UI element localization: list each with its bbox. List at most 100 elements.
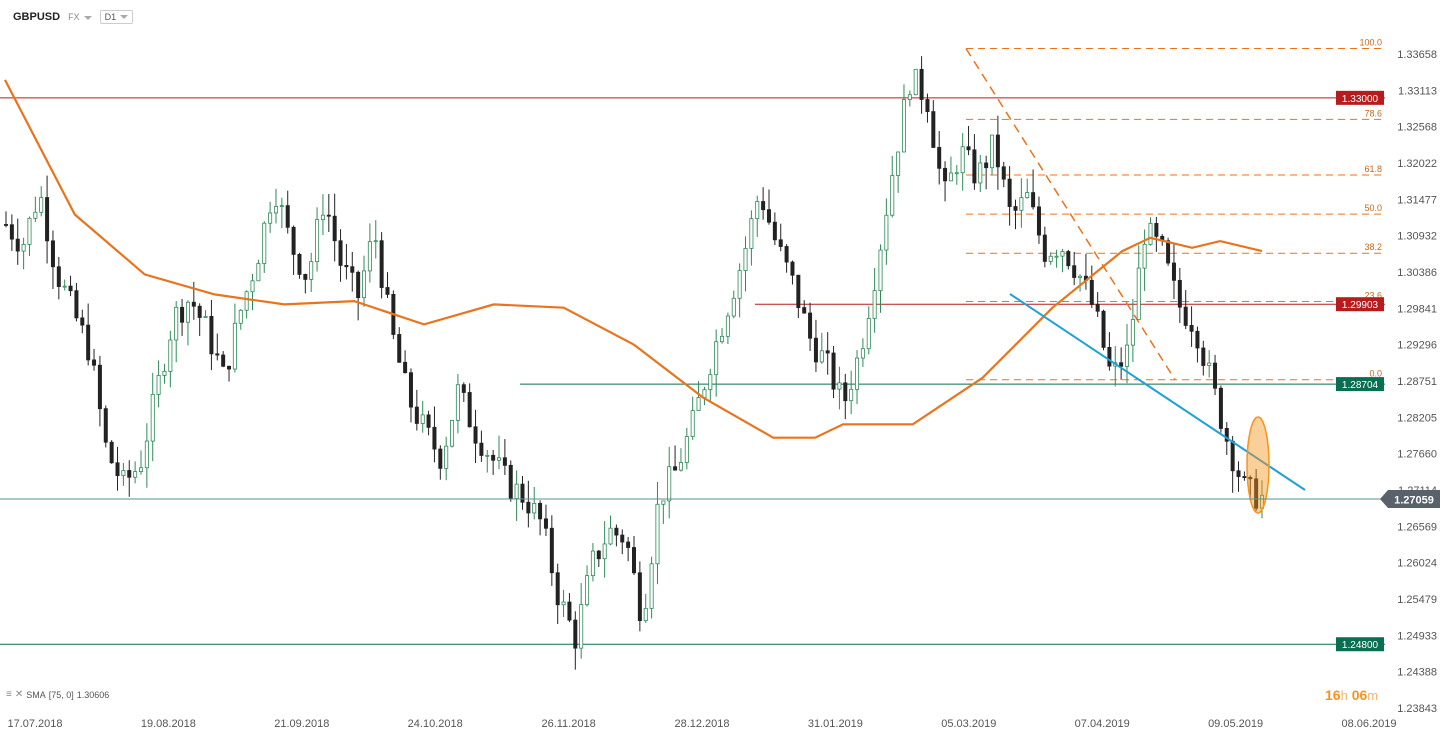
candle-body: [1248, 476, 1253, 480]
exchange-selector[interactable]: FX: [68, 12, 92, 22]
timeframe-selector[interactable]: D1: [99, 10, 134, 24]
candle-body: [708, 374, 713, 391]
candle-body: [1254, 478, 1259, 509]
candle-body: [209, 315, 214, 355]
candle-body: [1195, 330, 1200, 349]
current-price-value: 1.27059: [1394, 495, 1434, 507]
close-icon[interactable]: ✕: [14, 689, 24, 700]
highlight-ellipse[interactable]: [1246, 416, 1270, 514]
candle-body: [144, 440, 149, 469]
countdown-minutes: 06: [1351, 687, 1368, 703]
candle-body: [174, 306, 179, 341]
candle-body: [203, 315, 208, 318]
y-tick-label: 1.24933: [1397, 630, 1437, 642]
candle-body: [1260, 494, 1265, 509]
candlesticks: [4, 56, 1265, 670]
candle-body: [115, 462, 120, 476]
candle-body: [649, 563, 654, 609]
candle-body: [919, 68, 924, 100]
candle-body: [966, 146, 971, 151]
candle-body: [21, 243, 26, 252]
candle-body: [1189, 325, 1194, 332]
candle-body: [9, 224, 14, 240]
candle-body: [678, 462, 683, 471]
candle-body: [262, 222, 267, 264]
candle-body: [526, 501, 531, 514]
candle-body: [913, 68, 918, 96]
level-tag-bg: [1336, 377, 1384, 392]
candle-body: [561, 601, 566, 606]
fibonacci-retracement[interactable]: 100.0 78.6 61.8 50.0 38.2 23.6 0.0: [965, 38, 1385, 381]
y-tick-label: 1.31477: [1397, 194, 1437, 206]
candle-body: [743, 247, 748, 271]
candle-body: [491, 454, 496, 461]
y-tick-label: 1.29296: [1397, 340, 1437, 352]
candle-body: [1166, 240, 1171, 264]
chart-toolbar: GBPUSD FX D1: [13, 10, 134, 24]
level-tag-label: 1.28704: [1342, 380, 1379, 391]
level-tag-bg: [1336, 90, 1384, 105]
candle-body: [1142, 243, 1147, 269]
candle-body: [1125, 344, 1130, 367]
candle-body: [285, 205, 290, 228]
candle-body: [579, 604, 584, 649]
candle-body: [667, 466, 672, 502]
candle-body: [725, 315, 730, 337]
candle-body: [62, 285, 67, 288]
candle-body: [68, 285, 73, 292]
candle-body: [1048, 255, 1053, 262]
y-tick-label: 1.26024: [1397, 558, 1437, 570]
symbol-label[interactable]: GBPUSD: [13, 11, 61, 23]
candle-body: [279, 205, 284, 208]
level-tag-label: 1.29903: [1342, 300, 1379, 311]
y-tick-label: 1.32568: [1397, 122, 1437, 134]
candle-body: [39, 197, 44, 213]
candle-body: [4, 224, 9, 226]
menu-icon[interactable]: ≡: [6, 689, 12, 700]
y-tick-label: 1.33113: [1398, 85, 1437, 97]
candle-body: [56, 266, 61, 287]
candle-body: [1007, 178, 1012, 207]
candle-body: [1025, 192, 1030, 199]
fib-level-label: 23.6: [1364, 291, 1382, 301]
candle-body: [450, 419, 455, 447]
candle-body: [338, 240, 343, 266]
candle-body: [408, 372, 413, 408]
candle-body: [872, 290, 877, 319]
candle-body: [1095, 304, 1100, 312]
candle-body: [931, 111, 936, 148]
candle-body: [538, 502, 543, 520]
candle-body: [884, 214, 889, 251]
y-tick-label: 1.23843: [1397, 703, 1437, 715]
candle-body: [585, 575, 590, 606]
candle-body: [960, 146, 965, 174]
candle-body: [543, 518, 548, 529]
candle-body: [320, 214, 325, 221]
indicator-value: 1.30606: [76, 689, 110, 700]
candle-body: [215, 353, 220, 356]
candle-body: [1036, 206, 1041, 236]
candle-body: [984, 162, 989, 169]
trendline[interactable]: [1009, 293, 1306, 491]
candle-body: [92, 359, 97, 366]
candle-body: [1066, 251, 1071, 267]
candle-body: [731, 297, 736, 317]
candle-body: [720, 335, 725, 343]
candle-body: [1230, 440, 1235, 472]
price-axis: 1.33658 1.33113 1.32568 1.32022 1.31477 1.309…: [1397, 49, 1437, 715]
candle-body: [990, 134, 995, 169]
candle-body: [1177, 279, 1182, 308]
candle-body: [33, 211, 38, 219]
candle-body: [855, 357, 860, 390]
candle-body: [1171, 262, 1176, 281]
candle-body: [790, 261, 795, 276]
candle-body: [238, 309, 243, 324]
candle-body: [866, 317, 871, 350]
candle-body: [637, 572, 642, 622]
candle-body: [1001, 166, 1006, 180]
candle-body: [438, 448, 443, 469]
candle-body: [227, 365, 232, 370]
candle-countdown: 16h 06m: [1325, 687, 1378, 703]
candle-body: [714, 341, 719, 376]
